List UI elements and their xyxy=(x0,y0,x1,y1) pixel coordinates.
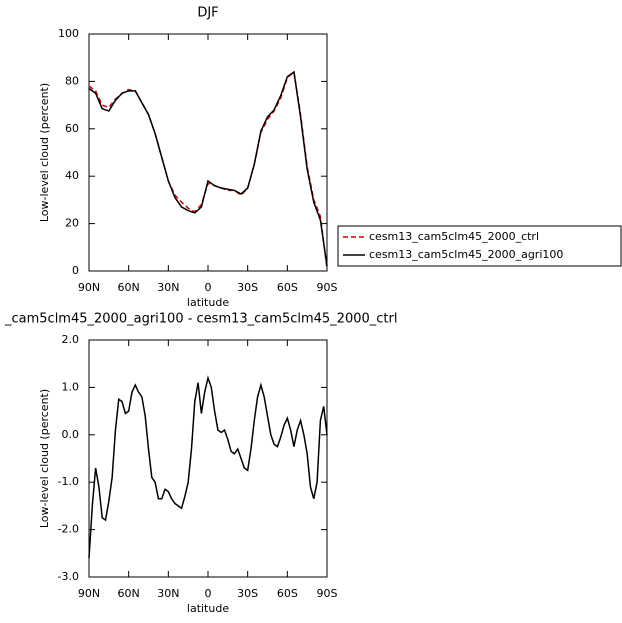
chart-title: DJF xyxy=(197,6,218,21)
legend-box xyxy=(337,225,622,267)
y-tick-label: 1.0 xyxy=(62,380,80,393)
x-axis-label: latitude xyxy=(187,296,229,309)
y-tick-label: 20 xyxy=(65,217,79,230)
y-tick-label: -1.0 xyxy=(58,475,79,488)
y-tick-label: 0 xyxy=(72,264,79,277)
x-tick-label: 30N xyxy=(157,587,179,600)
legend-label: cesm13_cam5clm45_2000_agri100 xyxy=(369,248,563,261)
y-tick-label: 60 xyxy=(65,122,79,135)
chart-title: _cam5clm45_2000_agri100 - cesm13_cam5clm… xyxy=(4,312,397,327)
x-tick-label: 60N xyxy=(118,281,140,294)
y-axis-label: Low-level cloud (percent) xyxy=(38,389,51,528)
x-tick-label: 90N xyxy=(78,281,100,294)
x-tick-label: 90N xyxy=(78,587,100,600)
x-axis-label: latitude xyxy=(187,602,229,615)
legend-label: cesm13_cam5clm45_2000_ctrl xyxy=(369,230,539,243)
y-tick-label: -2.0 xyxy=(58,523,79,536)
data-line xyxy=(88,70,328,269)
y-tick-label: -3.0 xyxy=(58,570,79,583)
y-tick-label: 100 xyxy=(58,27,79,40)
x-tick-label: 0 xyxy=(205,587,212,600)
x-tick-label: 60S xyxy=(277,587,298,600)
data-line xyxy=(88,70,328,267)
x-tick-label: 0 xyxy=(205,281,212,294)
data-line xyxy=(88,375,328,559)
x-tick-label: 90S xyxy=(317,281,338,294)
x-tick-label: 30N xyxy=(157,281,179,294)
y-axis-label: Low-level cloud (percent) xyxy=(38,83,51,222)
plot-frame xyxy=(88,33,328,272)
x-tick-label: 60N xyxy=(118,587,140,600)
x-tick-label: 30S xyxy=(237,281,258,294)
x-tick-label: 30S xyxy=(237,587,258,600)
y-tick-label: 0.0 xyxy=(62,428,80,441)
x-tick-label: 60S xyxy=(277,281,298,294)
y-tick-label: 40 xyxy=(65,169,79,182)
x-tick-label: 90S xyxy=(317,587,338,600)
y-tick-label: 80 xyxy=(65,74,79,87)
y-tick-label: 2.0 xyxy=(62,333,80,346)
plot-frame xyxy=(88,339,328,578)
